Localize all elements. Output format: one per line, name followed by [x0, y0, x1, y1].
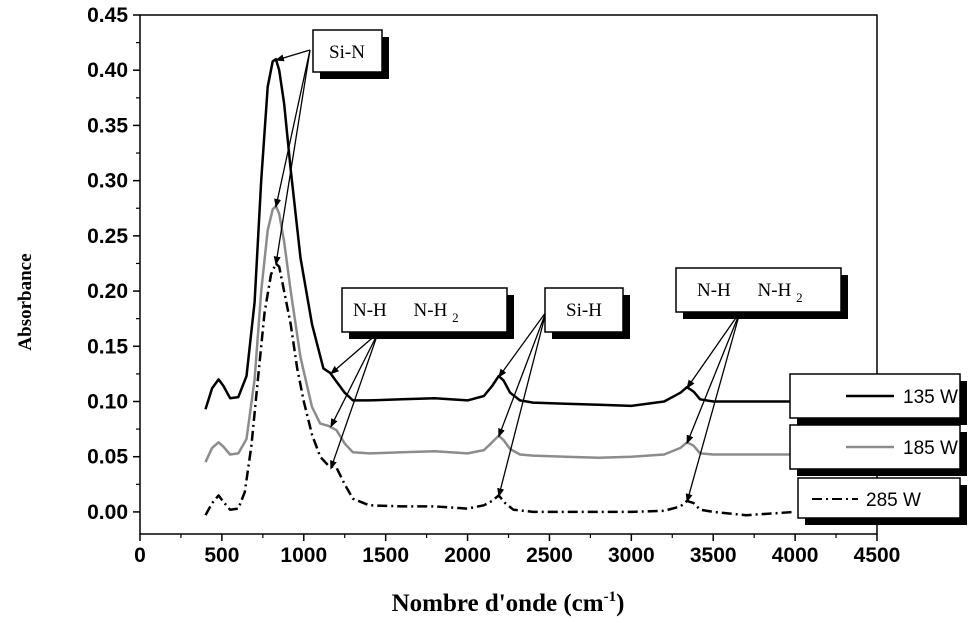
annotation-si-h: Si-H	[544, 287, 630, 339]
x-axis: 0 500 1000 1500 2000 2500 3000 3500 4000 4500	[134, 534, 900, 567]
annotation-arrow	[686, 311, 741, 445]
legend-item-185w: 185 W	[789, 424, 967, 476]
series-layer	[204, 57, 796, 517]
annotation-arrow	[498, 311, 547, 438]
y-tick-label: 0.05	[87, 446, 128, 469]
x-tick-label: 3000	[608, 544, 655, 567]
annotation-nh-nh2-left: N-H N-H 2	[341, 287, 514, 339]
x-axis-title: Nombre d'onde (cm-1)	[392, 589, 625, 617]
annotation-arrow	[497, 311, 547, 498]
annotation-arrow	[685, 311, 741, 503]
legend-item-285w: 285 W	[797, 477, 967, 525]
y-tick-label: 0.10	[87, 390, 128, 413]
series-line-135w	[204, 57, 796, 410]
y-tick-label: 0.35	[87, 114, 128, 137]
annotation-label: N-H	[414, 300, 448, 321]
y-tick-label: 0.45	[87, 4, 128, 27]
annotation-arrow	[686, 311, 741, 389]
annotation-label: Si-H	[566, 300, 602, 321]
x-tick-label: 500	[204, 544, 239, 567]
svg-text:N-H N-H 2: N-H N-H 2	[353, 300, 459, 325]
series-line-285w	[204, 262, 796, 517]
x-tick-label: 1500	[362, 544, 409, 567]
y-axis: 0.00 0.05 0.10 0.15 0.20 0.25 0.30 0.35 0.40 0.45	[87, 4, 140, 524]
x-tick-label: 0	[134, 544, 146, 567]
annotation-arrow	[330, 332, 379, 470]
annotation-label: N-H	[697, 280, 731, 301]
annotation-nh-nh2-right: N-H N-H 2	[675, 267, 848, 319]
x-tick-label: 2500	[526, 544, 573, 567]
annotation-arrow	[330, 332, 379, 428]
legend-item-135w: 135 W	[789, 373, 967, 425]
y-tick-label: 0.00	[87, 501, 128, 524]
annotation-arrows	[273, 49, 741, 503]
x-tick-label: 1000	[280, 544, 327, 567]
y-tick-label: 0.25	[87, 225, 128, 248]
legend-label: 135 W	[903, 387, 958, 408]
y-axis-title: Absorbance	[15, 253, 36, 350]
annotation-label: N-H	[758, 280, 792, 301]
annotation-label: N-H	[353, 300, 387, 321]
annotation-arrow	[330, 332, 379, 375]
annotation-arrow	[274, 49, 311, 208]
svg-text:N-H N-H 2: N-H N-H 2	[697, 280, 803, 305]
annotation-label: Si-N	[329, 42, 365, 63]
legend-label: 185 W	[903, 438, 958, 459]
x-tick-label: 3500	[690, 544, 737, 567]
y-tick-label: 0.30	[87, 170, 128, 193]
x-tick-label: 4500	[854, 544, 901, 567]
annotation-subscript: 2	[796, 290, 803, 305]
y-tick-label: 0.20	[87, 280, 128, 303]
legend-label: 285 W	[866, 490, 921, 511]
x-tick-label: 4000	[772, 544, 819, 567]
y-tick-label: 0.15	[87, 335, 128, 358]
annotation-si-n: Si-N	[312, 29, 389, 79]
annotation-subscript: 2	[452, 310, 459, 325]
series-line-185w	[204, 204, 796, 463]
y-tick-label: 0.40	[87, 59, 128, 82]
x-tick-label: 2000	[444, 544, 491, 567]
annotation-arrow	[274, 49, 311, 62]
annotation-arrow	[498, 311, 547, 378]
annotation-arrow	[273, 49, 311, 266]
